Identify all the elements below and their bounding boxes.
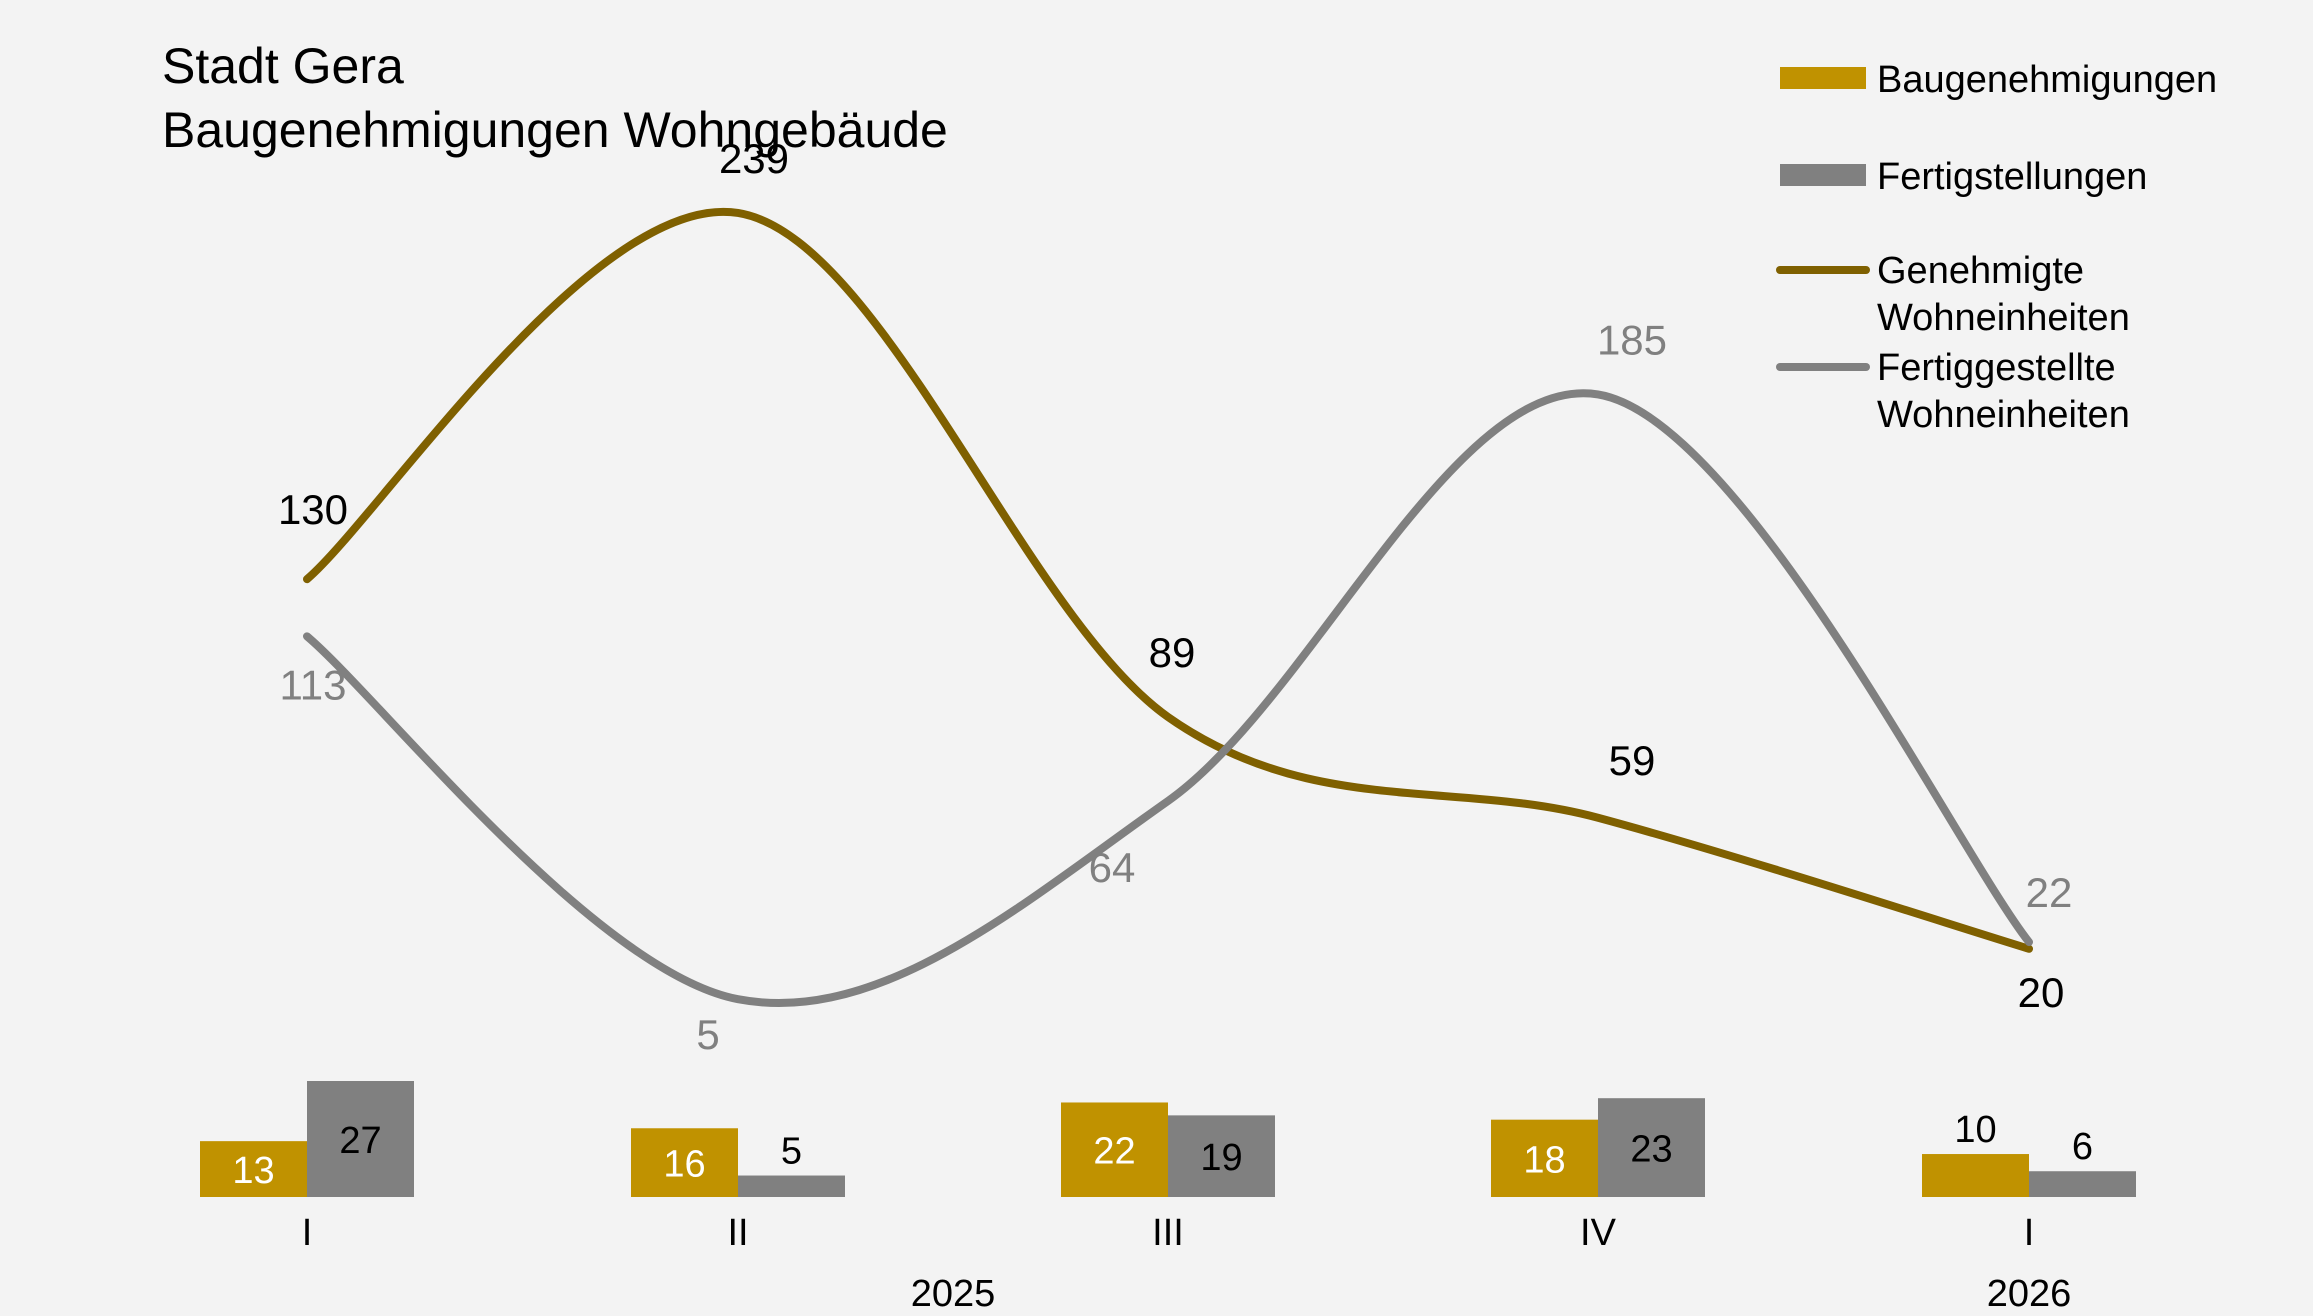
bar-0-1 [631, 1128, 738, 1197]
bar-1-label-1: 5 [781, 1131, 802, 1173]
x-group-label-1: 2026 [1987, 1273, 2072, 1315]
bar-series-group: 13 16 22 18 10 27 5 19 23 6 [200, 1081, 2136, 1197]
bar-1-2 [1168, 1115, 1275, 1197]
line-0-label-0: 130 [278, 486, 348, 533]
line-0-label-4: 20 [2018, 969, 2065, 1016]
legend-swatch-0 [1780, 67, 1866, 89]
bar-0-label-1: 16 [663, 1144, 705, 1186]
bar-0-label-4: 10 [1954, 1109, 1996, 1151]
legend-line-label-0-0: Genehmigte [1877, 250, 2084, 292]
legend-line-label-1-0: Fertiggestellte [1877, 347, 2116, 389]
line-series-group: 130 239 89 59 20 113 5 64 185 22 [278, 135, 2072, 1058]
bar-1-0 [307, 1081, 414, 1197]
line-1-label-1: 5 [696, 1011, 719, 1058]
bar-1-label-4: 6 [2072, 1126, 2093, 1168]
line-0-label-3: 59 [1609, 737, 1656, 784]
line-0-label-1: 239 [719, 135, 789, 182]
legend-line-label-1-1: Wohneinheiten [1877, 394, 2130, 436]
bar-1-1 [738, 1175, 845, 1197]
chart-title: Stadt Gera Baugenehmigungen Wohngebäude [162, 38, 948, 158]
line-1-label-3: 185 [1597, 316, 1667, 363]
line-1-label-4: 22 [2026, 869, 2073, 916]
x-tick-label-2: III [1152, 1212, 1184, 1254]
line-0-label-2: 89 [1149, 629, 1196, 676]
bar-1-label-2: 19 [1200, 1137, 1242, 1179]
line-series-1 [303, 389, 2033, 1008]
x-tick-label-4: I [2024, 1212, 2035, 1254]
line-1-label-2: 64 [1089, 844, 1136, 891]
legend-label-0: Baugenehmigungen [1877, 59, 2217, 101]
x-group-label-0: 2025 [911, 1273, 996, 1315]
bar-0-3 [1491, 1119, 1598, 1197]
line-1-label-0: 113 [280, 661, 347, 708]
bar-0-2 [1061, 1102, 1168, 1197]
chart-title-line-1: Baugenehmigungen Wohngebäude [162, 102, 948, 158]
x-tick-label-1: II [727, 1212, 748, 1254]
bar-0-4 [1922, 1154, 2029, 1197]
bar-0-label-0: 13 [232, 1150, 274, 1192]
line-series-0 [303, 207, 2033, 953]
bar-1-3 [1598, 1098, 1705, 1197]
bar-0-label-3: 18 [1523, 1139, 1565, 1181]
legend-label-1: Fertigstellungen [1877, 156, 2147, 198]
chart-legend: Baugenehmigungen Fertigstellungen Genehmig… [1776, 59, 2217, 436]
bar-0-label-2: 22 [1093, 1131, 1135, 1173]
x-tick-label-3: IV [1580, 1212, 1617, 1254]
x-tick-label-0: I [302, 1212, 313, 1254]
bar-1-4 [2029, 1171, 2136, 1197]
bar-0-0 [200, 1141, 307, 1197]
chart-title-line-0: Stadt Gera [162, 38, 404, 94]
bar-1-label-0: 27 [339, 1120, 381, 1162]
bar-1-label-3: 23 [1630, 1129, 1672, 1171]
legend-line-label-0-1: Wohneinheiten [1877, 297, 2130, 339]
legend-swatch-1 [1780, 164, 1866, 186]
